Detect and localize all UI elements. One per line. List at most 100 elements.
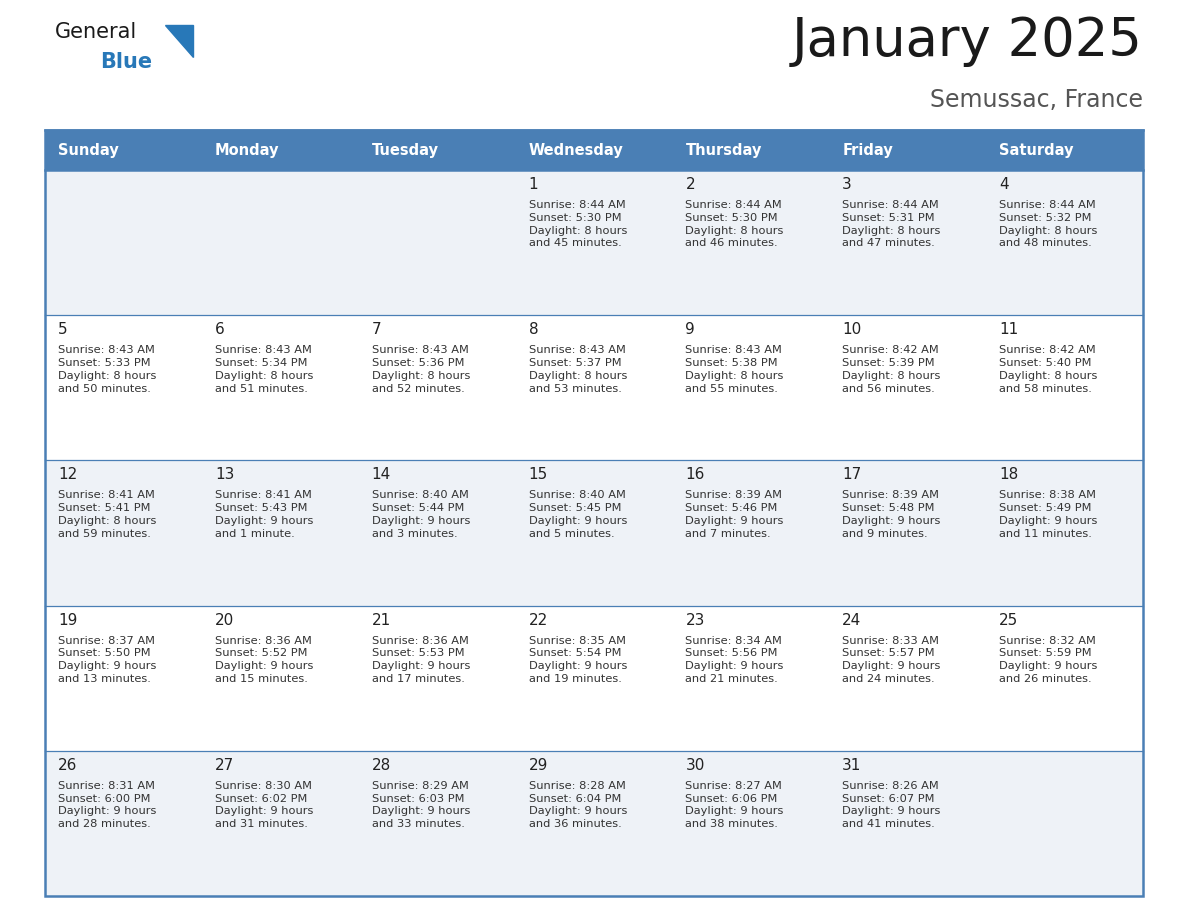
Text: Sunrise: 8:26 AM
Sunset: 6:07 PM
Daylight: 9 hours
and 41 minutes.: Sunrise: 8:26 AM Sunset: 6:07 PM Dayligh… [842, 781, 941, 829]
Text: 22: 22 [529, 612, 548, 628]
Text: Sunrise: 8:29 AM
Sunset: 6:03 PM
Daylight: 9 hours
and 33 minutes.: Sunrise: 8:29 AM Sunset: 6:03 PM Dayligh… [372, 781, 470, 829]
Polygon shape [165, 25, 192, 57]
Bar [829, 606, 986, 751]
Text: Sunrise: 8:31 AM
Sunset: 6:00 PM
Daylight: 9 hours
and 28 minutes.: Sunrise: 8:31 AM Sunset: 6:00 PM Dayligh… [58, 781, 157, 829]
Text: 4: 4 [999, 177, 1009, 192]
Text: 28: 28 [372, 757, 391, 773]
Bar [672, 606, 829, 751]
Bar [672, 315, 829, 461]
Bar [672, 130, 829, 170]
Text: 13: 13 [215, 467, 234, 482]
Text: Sunrise: 8:41 AM
Sunset: 5:43 PM
Daylight: 9 hours
and 1 minute.: Sunrise: 8:41 AM Sunset: 5:43 PM Dayligh… [215, 490, 314, 539]
Bar [672, 170, 829, 315]
Bar [45, 170, 202, 315]
Text: Sunrise: 8:42 AM
Sunset: 5:39 PM
Daylight: 8 hours
and 56 minutes.: Sunrise: 8:42 AM Sunset: 5:39 PM Dayligh… [842, 345, 941, 394]
Bar [359, 606, 516, 751]
Text: January 2025: January 2025 [792, 15, 1143, 67]
Text: 17: 17 [842, 467, 861, 482]
Text: 19: 19 [58, 612, 77, 628]
Text: Sunrise: 8:43 AM
Sunset: 5:37 PM
Daylight: 8 hours
and 53 minutes.: Sunrise: 8:43 AM Sunset: 5:37 PM Dayligh… [529, 345, 627, 394]
Text: 9: 9 [685, 322, 695, 337]
Bar [672, 751, 829, 896]
Bar [829, 170, 986, 315]
Bar [359, 751, 516, 896]
Text: Tuesday: Tuesday [372, 142, 438, 158]
Bar [986, 170, 1143, 315]
Bar [986, 461, 1143, 606]
Text: 20: 20 [215, 612, 234, 628]
Text: Sunrise: 8:44 AM
Sunset: 5:32 PM
Daylight: 8 hours
and 48 minutes.: Sunrise: 8:44 AM Sunset: 5:32 PM Dayligh… [999, 200, 1098, 249]
Bar [516, 315, 672, 461]
Bar [359, 170, 516, 315]
Text: Friday: Friday [842, 142, 893, 158]
Text: 2: 2 [685, 177, 695, 192]
Bar [45, 130, 1143, 896]
Bar [45, 461, 202, 606]
Bar [45, 606, 202, 751]
Text: Wednesday: Wednesday [529, 142, 624, 158]
Text: Sunrise: 8:44 AM
Sunset: 5:30 PM
Daylight: 8 hours
and 46 minutes.: Sunrise: 8:44 AM Sunset: 5:30 PM Dayligh… [685, 200, 784, 249]
Bar [516, 461, 672, 606]
Text: 25: 25 [999, 612, 1018, 628]
Text: 7: 7 [372, 322, 381, 337]
Bar [672, 461, 829, 606]
Text: Sunrise: 8:43 AM
Sunset: 5:34 PM
Daylight: 8 hours
and 51 minutes.: Sunrise: 8:43 AM Sunset: 5:34 PM Dayligh… [215, 345, 314, 394]
Text: Sunrise: 8:41 AM
Sunset: 5:41 PM
Daylight: 8 hours
and 59 minutes.: Sunrise: 8:41 AM Sunset: 5:41 PM Dayligh… [58, 490, 157, 539]
Text: 6: 6 [215, 322, 225, 337]
Text: 27: 27 [215, 757, 234, 773]
Bar [202, 130, 359, 170]
Bar [829, 315, 986, 461]
Bar [202, 751, 359, 896]
Text: Sunrise: 8:44 AM
Sunset: 5:31 PM
Daylight: 8 hours
and 47 minutes.: Sunrise: 8:44 AM Sunset: 5:31 PM Dayligh… [842, 200, 941, 249]
Bar [359, 130, 516, 170]
Bar [986, 130, 1143, 170]
Text: Sunrise: 8:39 AM
Sunset: 5:48 PM
Daylight: 9 hours
and 9 minutes.: Sunrise: 8:39 AM Sunset: 5:48 PM Dayligh… [842, 490, 941, 539]
Text: Sunrise: 8:35 AM
Sunset: 5:54 PM
Daylight: 9 hours
and 19 minutes.: Sunrise: 8:35 AM Sunset: 5:54 PM Dayligh… [529, 635, 627, 684]
Text: Sunrise: 8:42 AM
Sunset: 5:40 PM
Daylight: 8 hours
and 58 minutes.: Sunrise: 8:42 AM Sunset: 5:40 PM Dayligh… [999, 345, 1098, 394]
Text: Sunrise: 8:43 AM
Sunset: 5:38 PM
Daylight: 8 hours
and 55 minutes.: Sunrise: 8:43 AM Sunset: 5:38 PM Dayligh… [685, 345, 784, 394]
Bar [202, 315, 359, 461]
Text: Sunrise: 8:38 AM
Sunset: 5:49 PM
Daylight: 9 hours
and 11 minutes.: Sunrise: 8:38 AM Sunset: 5:49 PM Dayligh… [999, 490, 1098, 539]
Text: Sunrise: 8:43 AM
Sunset: 5:33 PM
Daylight: 8 hours
and 50 minutes.: Sunrise: 8:43 AM Sunset: 5:33 PM Dayligh… [58, 345, 157, 394]
Text: 3: 3 [842, 177, 852, 192]
Bar [516, 751, 672, 896]
Bar [986, 606, 1143, 751]
Text: 26: 26 [58, 757, 77, 773]
Text: 1: 1 [529, 177, 538, 192]
Text: Sunrise: 8:36 AM
Sunset: 5:53 PM
Daylight: 9 hours
and 17 minutes.: Sunrise: 8:36 AM Sunset: 5:53 PM Dayligh… [372, 635, 470, 684]
Bar [986, 751, 1143, 896]
Text: Saturday: Saturday [999, 142, 1074, 158]
Text: 31: 31 [842, 757, 861, 773]
Text: Sunrise: 8:39 AM
Sunset: 5:46 PM
Daylight: 9 hours
and 7 minutes.: Sunrise: 8:39 AM Sunset: 5:46 PM Dayligh… [685, 490, 784, 539]
Bar [45, 130, 202, 170]
Text: Thursday: Thursday [685, 142, 762, 158]
Bar [516, 606, 672, 751]
Bar [359, 315, 516, 461]
Bar [516, 130, 672, 170]
Text: Sunrise: 8:36 AM
Sunset: 5:52 PM
Daylight: 9 hours
and 15 minutes.: Sunrise: 8:36 AM Sunset: 5:52 PM Dayligh… [215, 635, 314, 684]
Text: Sunrise: 8:40 AM
Sunset: 5:45 PM
Daylight: 9 hours
and 5 minutes.: Sunrise: 8:40 AM Sunset: 5:45 PM Dayligh… [529, 490, 627, 539]
Bar [202, 606, 359, 751]
Text: 12: 12 [58, 467, 77, 482]
Text: Blue: Blue [100, 52, 152, 72]
Text: 8: 8 [529, 322, 538, 337]
Text: Sunrise: 8:28 AM
Sunset: 6:04 PM
Daylight: 9 hours
and 36 minutes.: Sunrise: 8:28 AM Sunset: 6:04 PM Dayligh… [529, 781, 627, 829]
Text: Sunrise: 8:40 AM
Sunset: 5:44 PM
Daylight: 9 hours
and 3 minutes.: Sunrise: 8:40 AM Sunset: 5:44 PM Dayligh… [372, 490, 470, 539]
Text: 21: 21 [372, 612, 391, 628]
Text: Sunrise: 8:33 AM
Sunset: 5:57 PM
Daylight: 9 hours
and 24 minutes.: Sunrise: 8:33 AM Sunset: 5:57 PM Dayligh… [842, 635, 941, 684]
Text: Sunday: Sunday [58, 142, 119, 158]
Bar [45, 751, 202, 896]
Bar [829, 751, 986, 896]
Text: 24: 24 [842, 612, 861, 628]
Text: 10: 10 [842, 322, 861, 337]
Text: Sunrise: 8:44 AM
Sunset: 5:30 PM
Daylight: 8 hours
and 45 minutes.: Sunrise: 8:44 AM Sunset: 5:30 PM Dayligh… [529, 200, 627, 249]
Bar [202, 170, 359, 315]
Text: 18: 18 [999, 467, 1018, 482]
Bar [359, 461, 516, 606]
Text: General: General [55, 22, 138, 42]
Text: 11: 11 [999, 322, 1018, 337]
Text: 30: 30 [685, 757, 704, 773]
Text: Monday: Monday [215, 142, 279, 158]
Text: 23: 23 [685, 612, 704, 628]
Text: Semussac, France: Semussac, France [930, 88, 1143, 112]
